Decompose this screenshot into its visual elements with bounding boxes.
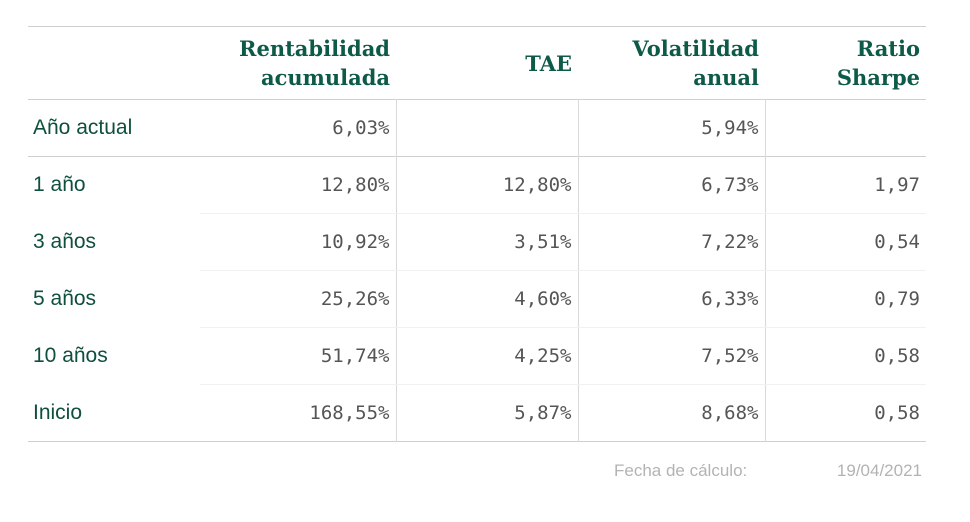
cell-tae: 3,51% [396, 213, 579, 271]
header-period [28, 27, 200, 100]
cell-sharpe: 0,58 [874, 402, 920, 424]
header-line: TAE [525, 50, 572, 76]
performance-table-container: Rentabilidad acumulada TAE Volatilidad a… [28, 26, 926, 442]
calculation-date-value: 19/04/2021 [836, 461, 922, 480]
cell-tae: 5,87% [396, 384, 579, 442]
cell-sharpe: 0,58 [765, 327, 926, 385]
row-label: Año actual [33, 116, 133, 139]
cell-sharpe: 0,54 [765, 213, 926, 271]
performance-table: Rentabilidad acumulada TAE Volatilidad a… [28, 26, 926, 442]
cell-volatilidad: 6,73% [578, 156, 766, 214]
cell-volatilidad: 7,52% [578, 327, 766, 385]
cell-tae: 12,80% [396, 156, 579, 214]
header-row: Rentabilidad acumulada TAE Volatilidad a… [28, 26, 926, 100]
header-line: anual [693, 65, 759, 90]
cell-rentabilidad: 168,55% [200, 384, 397, 442]
cell-volatilidad: 6,33% [578, 270, 766, 328]
row-label: 10 años [33, 344, 108, 367]
cell-volatilidad: 8,68% [578, 384, 766, 442]
table-row: 3 años 10,92% 3,51% 7,22% 0,54 [28, 213, 926, 271]
cell-rentabilidad: 12,80% [200, 156, 397, 214]
table-row: 1 año 12,80% 12,80% 6,73% 1,97 [28, 156, 926, 214]
cell-volatilidad: 7,22% [578, 213, 766, 271]
cell-tae [396, 99, 579, 157]
cell-rentabilidad: 10,92% [200, 213, 397, 271]
row-label: 5 años [33, 287, 97, 310]
header-line: acumulada [260, 65, 390, 90]
table-row: 10 años 51,74% 4,25% 7,52% 0,58 [28, 327, 926, 385]
cell-volatilidad: 5,94% [578, 99, 766, 157]
header-tae: TAE [396, 27, 578, 100]
cell-rentabilidad: 51,74% [200, 327, 397, 385]
cell-rentabilidad: 25,26% [200, 270, 397, 328]
header-ratio-sharpe: Ratio Sharpe [765, 27, 926, 100]
header-line: Volatilidad [632, 36, 759, 61]
cell-rentabilidad: 6,03% [200, 99, 397, 157]
header-rentabilidad-acumulada: Rentabilidad acumulada [200, 27, 396, 100]
header-line: Ratio [856, 36, 920, 61]
table-header: Rentabilidad acumulada TAE Volatilidad a… [28, 26, 926, 100]
row-label: Inicio [33, 400, 83, 424]
cell-sharpe: 0,79 [765, 270, 926, 328]
table-row: 5 años 25,26% 4,60% 6,33% 0,79 [28, 270, 926, 328]
header-line: Sharpe [836, 65, 920, 90]
row-label: 3 años [33, 230, 97, 253]
table-row: Año actual 6,03% 5,94% [28, 99, 926, 157]
cell-tae: 4,25% [396, 327, 579, 385]
header-volatilidad-anual: Volatilidad anual [578, 27, 765, 100]
row-label: 1 año [33, 173, 86, 197]
cell-tae: 4,60% [396, 270, 579, 328]
cell-sharpe: 1,97 [765, 156, 926, 214]
table-body: Año actual 6,03% 5,94% 1 año 12,80% 12,8… [28, 99, 926, 442]
table-row: Inicio 168,55% 5,87% 8,68% 0,58 [28, 384, 926, 442]
header-line: Rentabilidad [239, 36, 390, 61]
calculation-date-label: Fecha de cálculo: [614, 461, 748, 480]
cell-sharpe [765, 100, 926, 157]
